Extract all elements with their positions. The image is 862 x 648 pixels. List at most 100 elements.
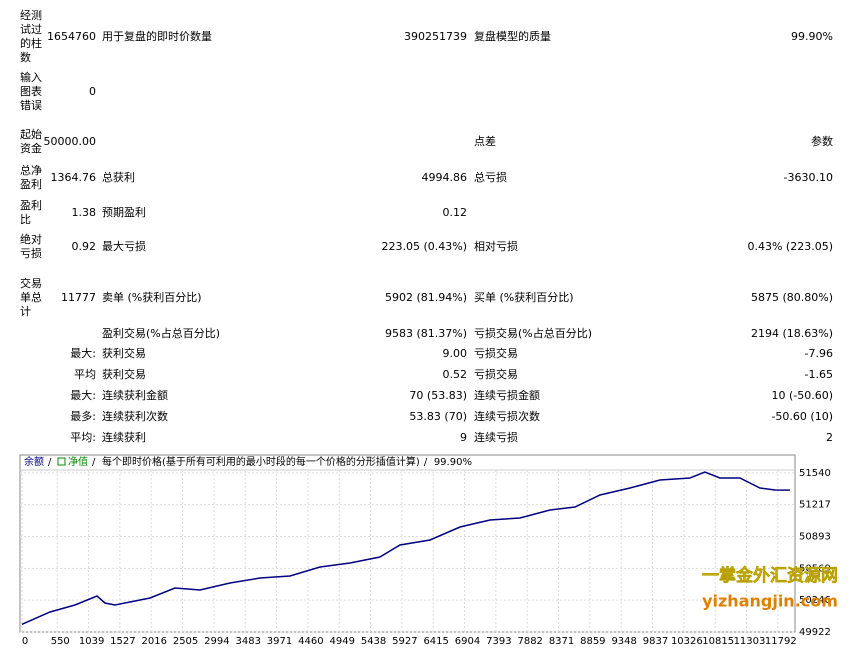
- field-label: 连续亏损金额: [474, 389, 540, 402]
- field-label: 亏损交易: [474, 347, 518, 360]
- x-tick-label: 3971: [267, 636, 292, 647]
- x-tick-label: 2016: [141, 636, 166, 647]
- field-value: 2: [826, 431, 833, 444]
- x-tick-label: 6415: [423, 636, 448, 647]
- field-value: 4994.86: [421, 171, 468, 184]
- y-tick-label: 49922: [799, 627, 831, 638]
- field-label: 连续获利次数: [102, 410, 168, 423]
- field-label: 获利交易: [102, 368, 146, 381]
- x-tick-label: 4460: [298, 636, 323, 647]
- x-tick-label: 5927: [392, 636, 417, 647]
- x-tick-label: 11303: [734, 636, 766, 647]
- field-label: 总获利: [102, 171, 135, 184]
- watermark: yizhangjin.com: [702, 592, 838, 611]
- field-value: 10 (-50.60): [771, 389, 833, 402]
- field-value: 1654760: [47, 30, 96, 43]
- field-value: 0.92: [71, 240, 97, 253]
- field-label: 亏损交易(%占总百分比): [474, 327, 593, 340]
- x-tick-label: 1039: [79, 636, 104, 647]
- field-value: 0.52: [442, 368, 468, 381]
- field-value: 最大:: [70, 347, 96, 360]
- separator: /: [92, 457, 96, 468]
- field-label: 最大亏损: [102, 240, 146, 253]
- field-label: 连续亏损: [474, 431, 518, 444]
- field-value: 53.83 (70): [409, 410, 467, 423]
- x-tick-label: 4949: [329, 636, 354, 647]
- x-tick-label: 8859: [580, 636, 605, 647]
- x-tick-label: 3483: [236, 636, 261, 647]
- x-tick-label: 7882: [517, 636, 542, 647]
- x-tick-label: 7393: [486, 636, 511, 647]
- field-label: 相对亏损: [474, 240, 518, 253]
- x-tick-label: 10326: [671, 636, 703, 647]
- field-value: 50000.00: [43, 135, 97, 148]
- y-tick-label: 50569: [799, 563, 831, 574]
- field-value: 11777: [61, 291, 96, 304]
- field-value: 平均: [74, 368, 96, 381]
- field-label: 盈利比: [20, 199, 42, 226]
- x-tick-label: 5438: [361, 636, 386, 647]
- field-value: 5875 (80.80%): [750, 291, 833, 304]
- field-label: 连续获利金额: [102, 389, 168, 402]
- x-tick-label: 2994: [204, 636, 229, 647]
- field-label: 输入图表错误: [20, 71, 42, 112]
- field-label: 绝对亏损: [20, 233, 42, 260]
- field-label: 卖单 (%获利百分比): [102, 291, 202, 304]
- field-label: 复盘模型的质量: [474, 30, 551, 43]
- field-value: 390251739: [404, 30, 467, 43]
- field-label: 起始资金: [20, 128, 42, 155]
- field-value: 2194 (18.63%): [750, 327, 833, 340]
- field-value: 70 (53.83): [409, 389, 467, 402]
- field-label: 连续获利: [102, 431, 146, 444]
- field-value: 9583 (81.37%): [384, 327, 467, 340]
- x-tick-label: 9348: [611, 636, 636, 647]
- header-item: 每个即时价格(基于所有可利用的最小时段的每一个价格的分形插值计算): [102, 455, 420, 468]
- field-value: 最大:: [70, 389, 96, 402]
- field-label: 用于复盘的即时价数量: [102, 30, 212, 43]
- y-tick-label: 51217: [799, 500, 831, 511]
- field-value: 平均:: [70, 431, 96, 444]
- field-value: 223.05 (0.43%): [381, 240, 467, 253]
- y-tick-label: 51540: [799, 468, 831, 479]
- x-tick-label: 2505: [173, 636, 198, 647]
- legend-swatch: [57, 457, 66, 466]
- x-tick-label: 9837: [643, 636, 668, 647]
- x-tick-label: 0: [22, 636, 28, 647]
- header-item: 99.90%: [434, 457, 472, 468]
- y-tick-label: 50893: [799, 532, 831, 543]
- field-label: 交易单总计: [20, 277, 42, 318]
- field-value: -50.60 (10): [771, 410, 833, 423]
- x-tick-label: 1527: [110, 636, 135, 647]
- legend-label: 余额: [24, 455, 44, 468]
- x-tick-label: 8371: [549, 636, 574, 647]
- field-value: 9.00: [442, 347, 468, 360]
- field-value: -3630.10: [783, 171, 833, 184]
- field-value: 9: [460, 431, 467, 444]
- field-label: 获利交易: [102, 347, 146, 360]
- field-value: 0.43% (223.05): [747, 240, 833, 253]
- field-label: 总净盈利: [20, 164, 42, 191]
- field-value: 5902 (81.94%): [384, 291, 467, 304]
- header-item: 净值: [68, 455, 88, 468]
- x-tick-label: 6904: [455, 636, 480, 647]
- x-tick-label: 11792: [765, 636, 797, 647]
- field-value: 0: [89, 85, 96, 98]
- separator: /: [48, 457, 52, 468]
- field-label: 买单 (%获利百分比): [474, 291, 574, 304]
- x-tick-label: 10815: [702, 636, 734, 647]
- field-label: 预期盈利: [102, 206, 146, 219]
- field-value: 参数: [811, 135, 833, 148]
- separator: /: [424, 457, 428, 468]
- field-value: -1.65: [804, 368, 833, 381]
- y-tick-label: 50246: [799, 595, 831, 606]
- field-label: 经测试过的柱数: [20, 9, 42, 64]
- field-label: 盈利交易(%占总百分比): [102, 327, 221, 340]
- balance-line: [21, 471, 790, 625]
- field-value: -7.96: [804, 347, 833, 360]
- watermark: 一掌金外汇资源网: [702, 565, 838, 586]
- field-value: 最多:: [70, 410, 96, 423]
- field-label: 总亏损: [474, 171, 507, 184]
- field-value: 0.12: [442, 206, 468, 219]
